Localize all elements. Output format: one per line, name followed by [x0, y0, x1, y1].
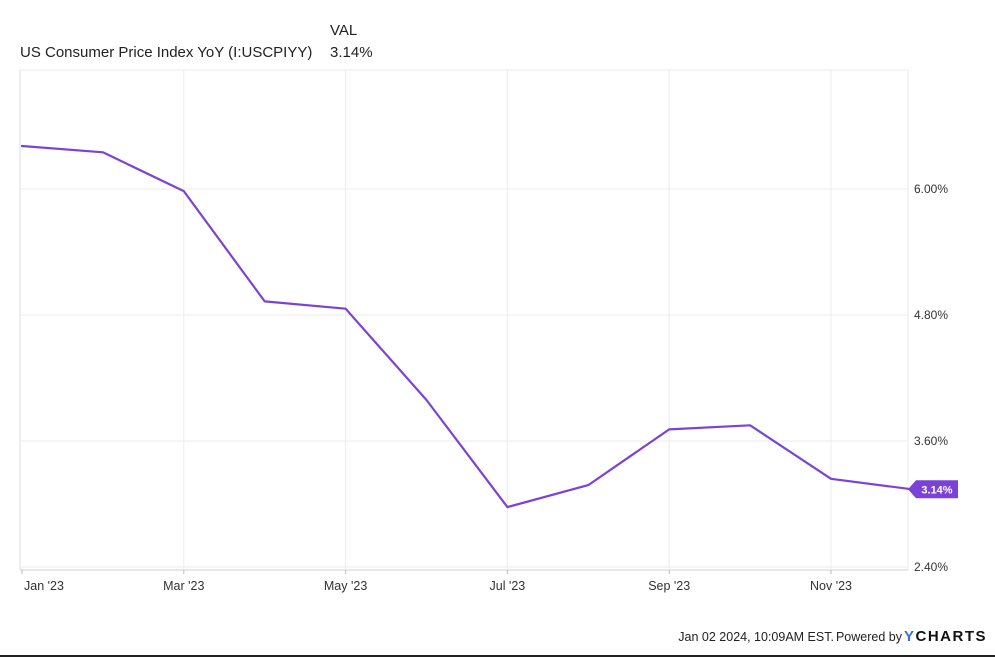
legend-column-header: VAL: [330, 22, 358, 39]
grid-layer: [19, 69, 909, 571]
timestamp: Jan 02 2024, 10:09AM EST.: [678, 630, 834, 644]
data-point: [102, 151, 104, 154]
last-value-badge: [908, 480, 958, 499]
data-point: [668, 428, 670, 431]
x-tick-label: Jul '23: [490, 579, 526, 593]
series-line: [20, 144, 914, 509]
y-tick-label: 3.60%: [914, 434, 948, 448]
data-point: [21, 145, 23, 147]
data-point: [506, 506, 509, 508]
axis-layer: 6.00% 4.80% 3.60% 2.40% Jan '23 Mar '23 May '2…: [21, 182, 948, 593]
logo-text: CHARTS: [915, 628, 987, 645]
data-point: [830, 478, 832, 480]
y-tick-label: 4.80%: [914, 308, 948, 322]
logo-y: Y: [903, 628, 916, 645]
last-value-label: 3.14%: [921, 484, 952, 496]
powered-by-text: Powered by: [835, 630, 902, 644]
label-layer: 3.14%: [908, 480, 958, 499]
y-tick-label: 6.00%: [914, 182, 948, 196]
data-point: [587, 484, 590, 486]
legend-series-value: 3.14%: [330, 44, 373, 61]
series-layer: [20, 144, 914, 509]
data-point: [183, 190, 185, 192]
x-tick-label: Mar '23: [163, 579, 204, 593]
data-point: [749, 424, 751, 427]
ycharts-logo[interactable]: YCHARTS: [904, 628, 987, 645]
data-point: [344, 307, 347, 310]
data-point: [263, 300, 266, 303]
x-tick-label: Nov '23: [810, 579, 852, 593]
x-tick-label: Jan '23: [24, 579, 64, 593]
bottom-divider: [0, 655, 995, 657]
y-tick-label: 2.40%: [914, 560, 948, 574]
data-point: [425, 399, 428, 401]
x-tick-label: Sep '23: [648, 579, 690, 593]
legend-series-name: US Consumer Price Index YoY (I:USCPIYY): [20, 44, 313, 61]
footer-attribution: Jan 02 2024, 10:09AM EST. Powered by YCH…: [678, 628, 987, 645]
x-tick-label: May '23: [324, 579, 367, 593]
